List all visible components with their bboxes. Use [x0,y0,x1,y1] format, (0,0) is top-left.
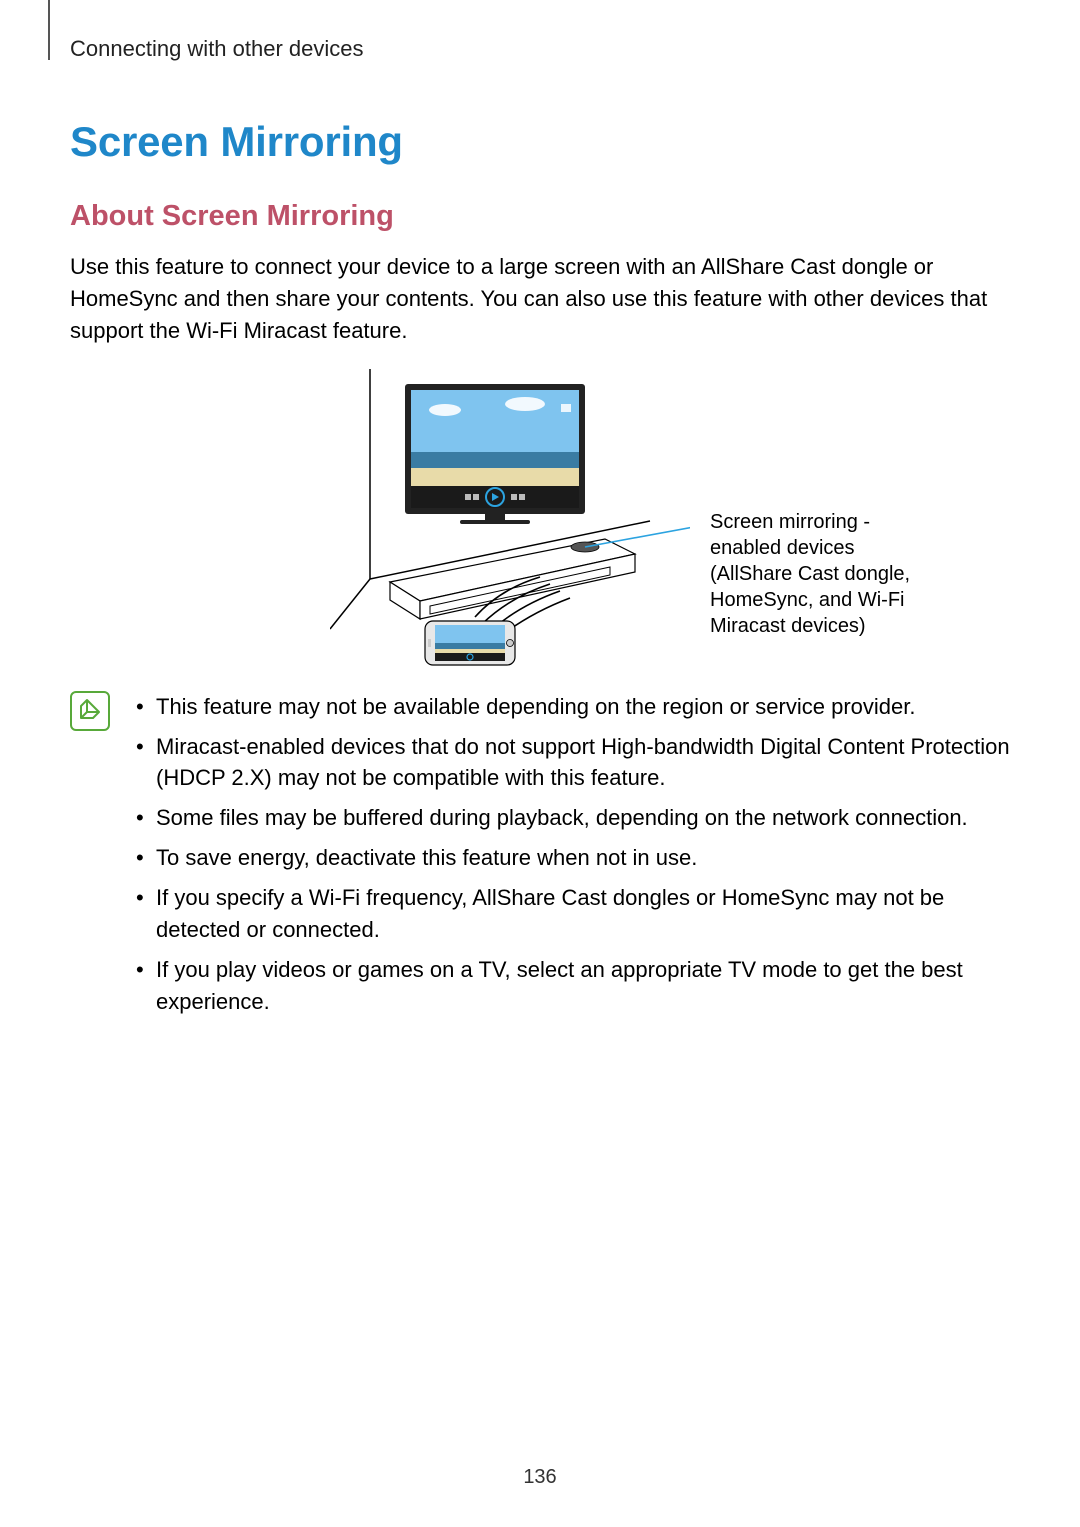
note-item: Miracast-enabled devices that do not sup… [136,731,1010,795]
section-subtitle: About Screen Mirroring [70,200,1010,233]
intro-paragraph: Use this feature to connect your device … [70,251,1010,347]
note-item: If you specify a Wi-Fi frequency, AllSha… [136,882,1010,946]
figure-callout: Screen mirroring -enabled devices (AllSh… [710,509,940,639]
notes-list: This feature may not be available depend… [128,691,1010,1026]
note-item: Some files may be buffered during playba… [136,802,1010,834]
note-icon [70,691,110,731]
note-item: To save energy, deactivate this feature … [136,842,1010,874]
note-item: This feature may not be available depend… [136,691,1010,723]
figure-container: Screen mirroring -enabled devices (AllSh… [70,369,1010,669]
header-rule [48,0,50,60]
note-block: This feature may not be available depend… [70,691,1010,1026]
note-item: If you play videos or games on a TV, sel… [136,954,1010,1018]
mirroring-illustration [330,369,690,669]
page-number: 136 [0,1466,1080,1489]
page-title: Screen Mirroring [70,118,1010,166]
breadcrumb: Connecting with other devices [70,36,1010,62]
